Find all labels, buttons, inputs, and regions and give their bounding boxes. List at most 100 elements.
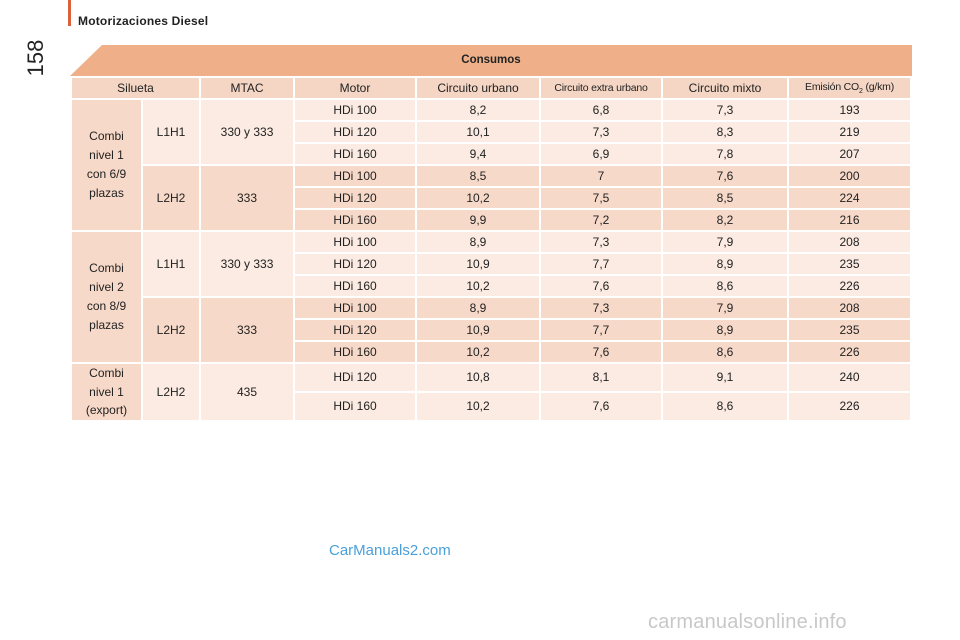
mixto-cell: 8,2 xyxy=(661,208,790,232)
body-type-cell: L2H2 xyxy=(140,164,202,232)
motor-cell: HDi 120 xyxy=(293,252,418,276)
silueta-line: (export) xyxy=(85,403,128,418)
urbano-cell: 10,1 xyxy=(415,120,542,144)
mixto-cell: 7,3 xyxy=(661,98,790,122)
urbano-cell: 8,2 xyxy=(415,98,542,122)
motor-cell: HDi 160 xyxy=(293,208,418,232)
silueta-line: plazas xyxy=(89,318,124,333)
silueta-line: Combi xyxy=(89,366,124,380)
co2-cell: 226 xyxy=(787,340,913,364)
urbano-cell: 10,9 xyxy=(415,252,542,276)
silueta-line: Combi xyxy=(89,128,124,143)
urbano-cell: 10,2 xyxy=(415,340,542,364)
urbano-cell: 9,4 xyxy=(415,142,542,166)
mixto-cell: 7,9 xyxy=(661,230,790,254)
urbano-cell: 10,2 xyxy=(415,390,542,422)
extra-cell: 7,7 xyxy=(539,252,664,276)
motor-cell: HDi 100 xyxy=(293,296,418,320)
emision-unit: (g/km) xyxy=(862,80,894,93)
urbano-cell: 10,8 xyxy=(415,362,542,393)
mixto-cell: 8,9 xyxy=(661,252,790,276)
silueta-line: nivel 1 xyxy=(89,384,124,399)
silueta-line: plazas xyxy=(89,186,124,201)
urbano-cell: 10,9 xyxy=(415,318,542,342)
mixto-cell: 7,8 xyxy=(661,142,790,166)
motor-cell: HDi 160 xyxy=(293,274,418,298)
section-accent-bar xyxy=(68,0,71,26)
table-title-bar: Consumos xyxy=(70,45,912,76)
extra-cell: 7,3 xyxy=(539,120,664,144)
table-row: HDi 160 9,9 7,2 8,2 216 xyxy=(71,208,913,232)
table-row: Combi nivel 2 con 8/9 plazas L1H1 330 y 333 HD… xyxy=(70,230,913,364)
co2-cell: 226 xyxy=(787,274,913,298)
column-header-urbano: Circuito urbano xyxy=(415,76,542,100)
mtac-cell: 330 y 333 xyxy=(199,98,296,166)
motor-cell: HDi 100 xyxy=(293,230,418,254)
silueta-line: nivel 1 xyxy=(89,147,124,162)
silueta-line: con 6/9 xyxy=(86,167,127,181)
mixto-cell: 8,3 xyxy=(661,120,790,144)
motor-cell: HDi 120 xyxy=(293,362,418,393)
urbano-cell: 8,5 xyxy=(415,164,542,188)
emision-subscript: 2 xyxy=(859,88,863,96)
co2-cell: 193 xyxy=(787,98,913,122)
urbano-cell: 9,9 xyxy=(415,208,542,232)
motor-cell: HDi 160 xyxy=(293,142,418,166)
table-row: HDi 160 10,2 7,6 8,6 226 xyxy=(71,390,913,422)
urbano-cell: 10,2 xyxy=(415,274,542,298)
motor-cell: HDi 120 xyxy=(293,186,418,210)
table-row: Combi nivel 1 con 6/9 plazas L1H1 330 y 333 HD… xyxy=(70,98,913,232)
body-type-cell: L1H1 xyxy=(140,98,202,166)
body-type-cell: L2H2 xyxy=(140,296,202,364)
mixto-cell: 8,6 xyxy=(661,274,790,298)
silueta-line: con 8/9 xyxy=(86,299,127,313)
extra-cell: 7,6 xyxy=(539,390,664,422)
extra-cell: 8,1 xyxy=(539,362,664,393)
mtac-cell: 435 xyxy=(199,362,296,422)
co2-cell: 224 xyxy=(787,186,913,210)
urbano-cell: 10,2 xyxy=(415,186,542,210)
co2-cell: 235 xyxy=(787,252,913,276)
co2-cell: 208 xyxy=(787,230,913,254)
mixto-cell: 8,9 xyxy=(661,318,790,342)
co2-cell: 208 xyxy=(787,296,913,320)
carmanuals-watermark[interactable]: CarManuals2.com xyxy=(329,542,451,559)
emision-label: Emisión CO xyxy=(805,80,860,93)
column-header-mixto: Circuito mixto xyxy=(661,76,790,100)
co2-cell: 219 xyxy=(787,120,913,144)
extra-cell: 7,7 xyxy=(539,318,664,342)
co2-cell: 226 xyxy=(787,390,913,422)
motor-cell: HDi 100 xyxy=(293,164,418,188)
column-header-motor: Motor xyxy=(293,76,418,100)
body-type-cell: L1H1 xyxy=(140,230,202,298)
co2-cell: 235 xyxy=(787,318,913,342)
section-title: Motorizaciones Diesel xyxy=(78,14,209,28)
motor-cell: HDi 120 xyxy=(293,120,418,144)
consumption-table: Silueta MTAC Motor Circuito urbano Circu… xyxy=(69,76,913,422)
table-row: Combi nivel 1 (export) L2H2 435 HDi 120 10,8 8,… xyxy=(70,362,913,422)
extra-cell: 7,3 xyxy=(539,296,664,320)
table-title: Consumos xyxy=(461,54,521,66)
mtac-cell: 333 xyxy=(199,164,296,232)
mixto-cell: 7,6 xyxy=(661,164,790,188)
co2-cell: 240 xyxy=(787,362,913,393)
silueta-cell: Combi nivel 2 con 8/9 plazas xyxy=(70,230,143,364)
column-header-extra-urbano: Circuito extra urbano xyxy=(539,76,664,100)
footer-watermark: carmanualsonline.info xyxy=(648,611,847,633)
page-number: 158 xyxy=(23,39,48,77)
motor-cell: HDi 100 xyxy=(293,98,418,122)
table-row: HDi 120 10,2 7,5 8,5 224 xyxy=(71,186,913,210)
extra-cell: 7,6 xyxy=(539,340,664,364)
table-row: L2H2 333 HDi 100 8,9 7,3 7,9 208 xyxy=(71,296,913,364)
silueta-cell: Combi nivel 1 (export) xyxy=(70,362,143,422)
urbano-cell: 8,9 xyxy=(415,296,542,320)
table-row: L2H2 333 HDi 100 8,5 7 7,6 200 xyxy=(71,164,913,232)
mixto-cell: 8,6 xyxy=(661,390,790,422)
co2-cell: 216 xyxy=(787,208,913,232)
co2-cell: 207 xyxy=(787,142,913,166)
table-row: HDi 120 10,9 7,7 8,9 235 xyxy=(71,252,913,276)
mixto-cell: 8,5 xyxy=(661,186,790,210)
table-row: HDi 160 10,2 7,6 8,6 226 xyxy=(71,340,913,364)
silueta-cell: Combi nivel 1 con 6/9 plazas xyxy=(70,98,143,232)
extra-cell: 7 xyxy=(539,164,664,188)
